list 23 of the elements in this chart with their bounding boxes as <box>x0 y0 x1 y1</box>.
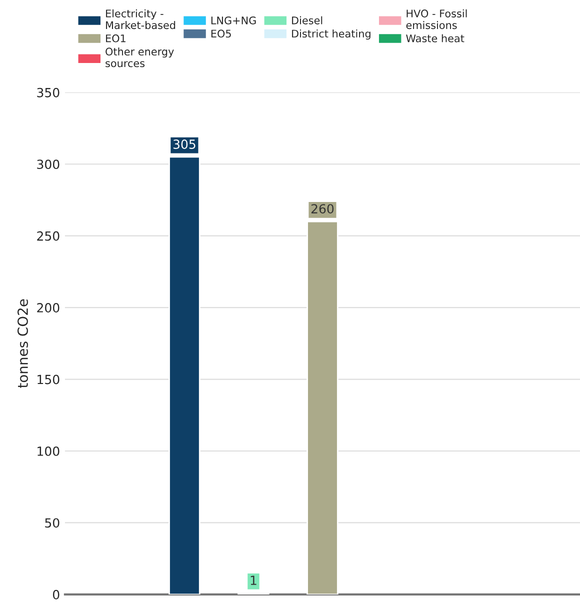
bar <box>168 156 200 594</box>
legend-label: LNG+NG <box>211 16 256 24</box>
y-tick-label: 150 <box>38 374 60 384</box>
y-tick-label: 350 <box>37 88 60 98</box>
y-tick-label: 300 <box>37 160 60 170</box>
y-tick-label: 250 <box>37 231 60 241</box>
legend-label: Diesel <box>292 16 322 24</box>
legend-label: EO1 <box>106 34 126 42</box>
bar <box>306 220 338 594</box>
data-label: 260 <box>311 204 334 214</box>
y-tick-label: 100 <box>38 446 60 456</box>
y-tick-label: 50 <box>45 518 60 528</box>
data-label: 1 <box>250 576 256 585</box>
legend-label: HVO - Fossil emissions <box>406 9 467 30</box>
y-tick-label: 200 <box>37 303 60 312</box>
legend-label: EO5 <box>211 30 231 38</box>
legend-label: Electricity - Market-based <box>106 9 176 30</box>
data-label: 305 <box>173 140 196 149</box>
legend-label: District heating <box>292 29 370 40</box>
y-axis-title: tonnes CO2e <box>17 299 28 388</box>
legend-label: Other energy sources <box>106 47 174 68</box>
y-tick-label: 0 <box>52 590 60 600</box>
legend-label: Waste heat <box>406 34 464 42</box>
